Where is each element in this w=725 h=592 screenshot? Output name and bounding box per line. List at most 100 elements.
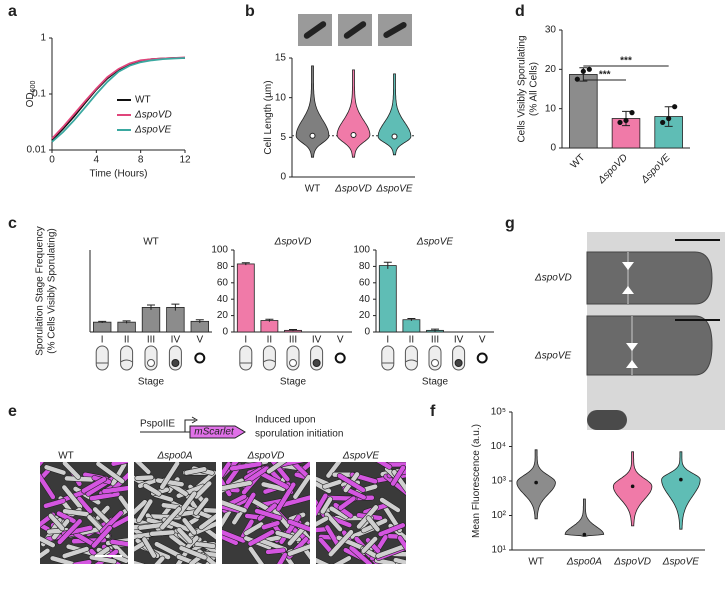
y-tick-label: 5 <box>280 132 286 143</box>
stage-icon <box>431 359 439 367</box>
bar <box>236 263 255 333</box>
line <box>51 57 186 143</box>
cell <box>397 535 406 555</box>
y-tick-label: 10 <box>545 103 557 114</box>
violin <box>661 451 701 530</box>
cell <box>275 481 297 512</box>
panel-label: e <box>8 403 17 420</box>
cell <box>292 474 310 500</box>
cell <box>176 527 193 545</box>
cell <box>110 462 128 467</box>
cell <box>254 508 283 521</box>
cell <box>95 462 125 485</box>
cell <box>135 498 154 524</box>
cell <box>72 559 93 564</box>
x-tick-label: IV <box>171 335 181 346</box>
y-tick-label: 0 <box>550 143 556 154</box>
cell <box>181 517 198 536</box>
error-bar <box>122 320 131 324</box>
cell <box>56 518 83 545</box>
cell <box>222 473 233 497</box>
stage-icon <box>405 359 418 363</box>
y-tick-label: 0 <box>222 327 228 338</box>
error-bar <box>265 318 274 322</box>
y-tick-label: 30 <box>545 25 557 36</box>
x-tick-label: I <box>244 335 247 346</box>
stage-icon <box>476 352 488 364</box>
stage-icon <box>171 359 180 367</box>
cell <box>229 462 263 472</box>
bar <box>141 306 161 333</box>
data-point <box>629 110 635 116</box>
chart-title: ΔspoVD <box>274 237 312 248</box>
median <box>350 131 357 138</box>
cell <box>322 479 343 490</box>
x-tick-label: II <box>267 335 273 346</box>
y-tick-label: 60 <box>217 277 229 288</box>
x-tick-label: ΔspoVE <box>639 152 673 186</box>
cell <box>316 515 329 530</box>
cell <box>331 555 352 564</box>
panel-label: c <box>8 215 17 232</box>
micrograph <box>316 462 406 564</box>
x-tick-label: Δspo0A <box>566 557 602 568</box>
cell <box>155 477 185 488</box>
cell <box>193 496 210 516</box>
x-axis-label: Stage <box>280 377 307 388</box>
bar <box>378 265 397 333</box>
stage-icon <box>334 352 346 364</box>
x-tick-label: WT <box>305 184 321 195</box>
x-tick-label: ΔspoVD <box>596 152 630 186</box>
stage-icon <box>95 345 109 371</box>
stage-icon <box>381 345 395 371</box>
error-bar <box>407 317 416 321</box>
cell <box>247 529 275 547</box>
error-bar <box>147 304 155 310</box>
cell <box>177 490 198 516</box>
data-point <box>660 119 666 126</box>
cell <box>178 545 208 561</box>
x-tick-label: III <box>431 335 439 346</box>
x-tick-label: V <box>337 335 344 346</box>
x-tick-label: 12 <box>179 155 191 166</box>
strain-label: ΔspoVD <box>247 451 285 462</box>
y-axis-label: (% All Cells) <box>529 62 540 116</box>
cell <box>47 512 66 532</box>
panel-label: d <box>515 3 525 20</box>
strain-label: Δspo0A <box>156 451 192 462</box>
error-bar <box>171 303 180 311</box>
cell <box>348 545 373 564</box>
y-tick-label: 1 <box>40 33 46 44</box>
cell <box>316 477 332 494</box>
x-tick-label: I <box>386 335 389 346</box>
median <box>582 532 587 537</box>
x-tick-label: 4 <box>94 155 100 166</box>
x-tick-label: III <box>289 335 297 346</box>
strain-label: ΔspoVD <box>534 273 572 284</box>
cell <box>337 495 357 511</box>
x-tick-label: II <box>124 335 130 346</box>
y-tick-label: 0 <box>280 172 286 183</box>
strain-label: WT <box>58 451 74 462</box>
y-tick-label: 20 <box>217 310 229 321</box>
y-tick-label: 0.1 <box>32 89 46 100</box>
cell <box>377 522 406 537</box>
stage-icon <box>147 359 155 367</box>
chart-title: WT <box>143 237 159 248</box>
cell <box>392 557 406 564</box>
median <box>534 480 538 485</box>
cell <box>243 521 265 536</box>
error-bar <box>383 261 392 269</box>
y-tick-label: 0.01 <box>27 145 47 156</box>
violin <box>564 498 605 537</box>
cell <box>336 472 366 493</box>
cell <box>316 551 332 564</box>
cell <box>134 474 155 481</box>
cell <box>159 506 182 531</box>
cell <box>62 462 81 480</box>
x-tick-label: ΔspoVD <box>613 557 651 568</box>
y-tick-label: 10⁵ <box>491 407 506 418</box>
panel-label: b <box>245 3 255 20</box>
y-tick-label: 0 <box>364 327 370 338</box>
strain-label: ΔspoVE <box>342 451 380 462</box>
